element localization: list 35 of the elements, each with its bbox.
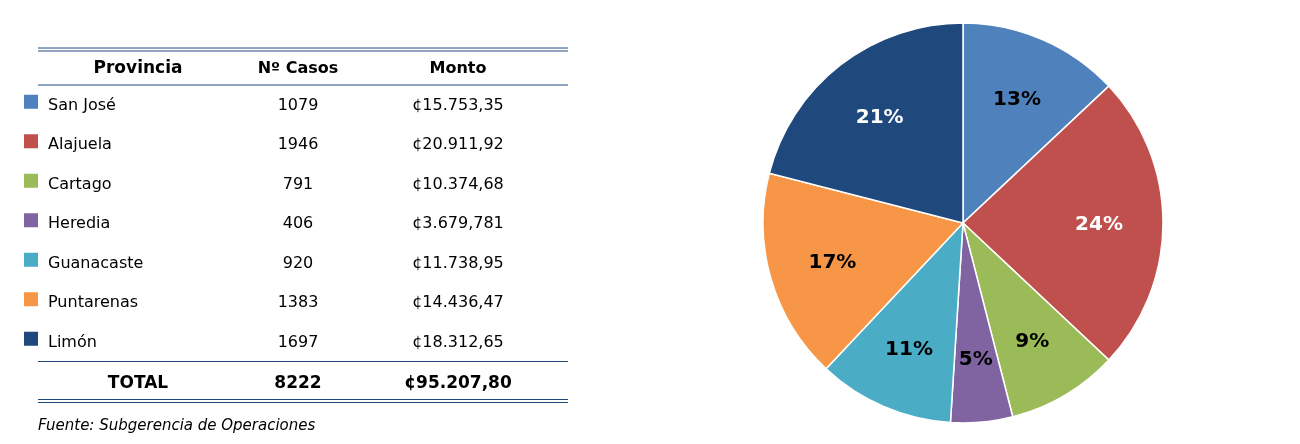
text: ¢95.207,80: [404, 371, 512, 392]
category-label: Heredia: [48, 213, 111, 233]
text: Monto: [429, 58, 487, 77]
data-label: ¢15.753,35: [412, 94, 504, 114]
data-label: 13%: [993, 86, 1041, 111]
data-label: 11%: [885, 335, 933, 360]
data-label: 1383: [277, 292, 319, 312]
category-label: San José: [48, 94, 116, 114]
data-label: 17%: [808, 248, 857, 273]
text: 8222: [274, 371, 322, 392]
data-label: 920: [282, 252, 314, 272]
data-label: 24%: [1075, 211, 1123, 235]
data-label: ¢11.738,95: [412, 252, 504, 272]
data-label: 9%: [1015, 328, 1050, 353]
category-label: Guanacaste: [48, 252, 144, 272]
data-label: 5%: [958, 346, 993, 371]
category-label: Limón: [48, 331, 97, 351]
category-label: Puntarenas: [48, 292, 139, 312]
category-label: Cartago: [48, 173, 112, 193]
data-label: 21%: [855, 103, 904, 128]
data-label: ¢20.911,92: [412, 134, 504, 154]
data-label: ¢14.436,47: [412, 292, 504, 312]
text: Nº Casos: [257, 58, 339, 77]
data-label: 406: [282, 213, 314, 233]
data-label: ¢18.312,65: [412, 331, 504, 351]
data-label: ¢10.374,68: [412, 173, 504, 193]
text: Provincia: [93, 57, 183, 77]
category-label: Alajuela: [48, 134, 112, 154]
data-label: 1946: [277, 134, 319, 154]
data-label: ¢3.679,781: [412, 213, 504, 233]
data-label: 1697: [277, 331, 319, 351]
source-note: Fuente: Subgerencia de Operaciones: [38, 415, 316, 434]
data-label: 791: [282, 173, 314, 193]
text: TOTAL: [107, 371, 169, 392]
data-label: 1079: [277, 94, 319, 114]
